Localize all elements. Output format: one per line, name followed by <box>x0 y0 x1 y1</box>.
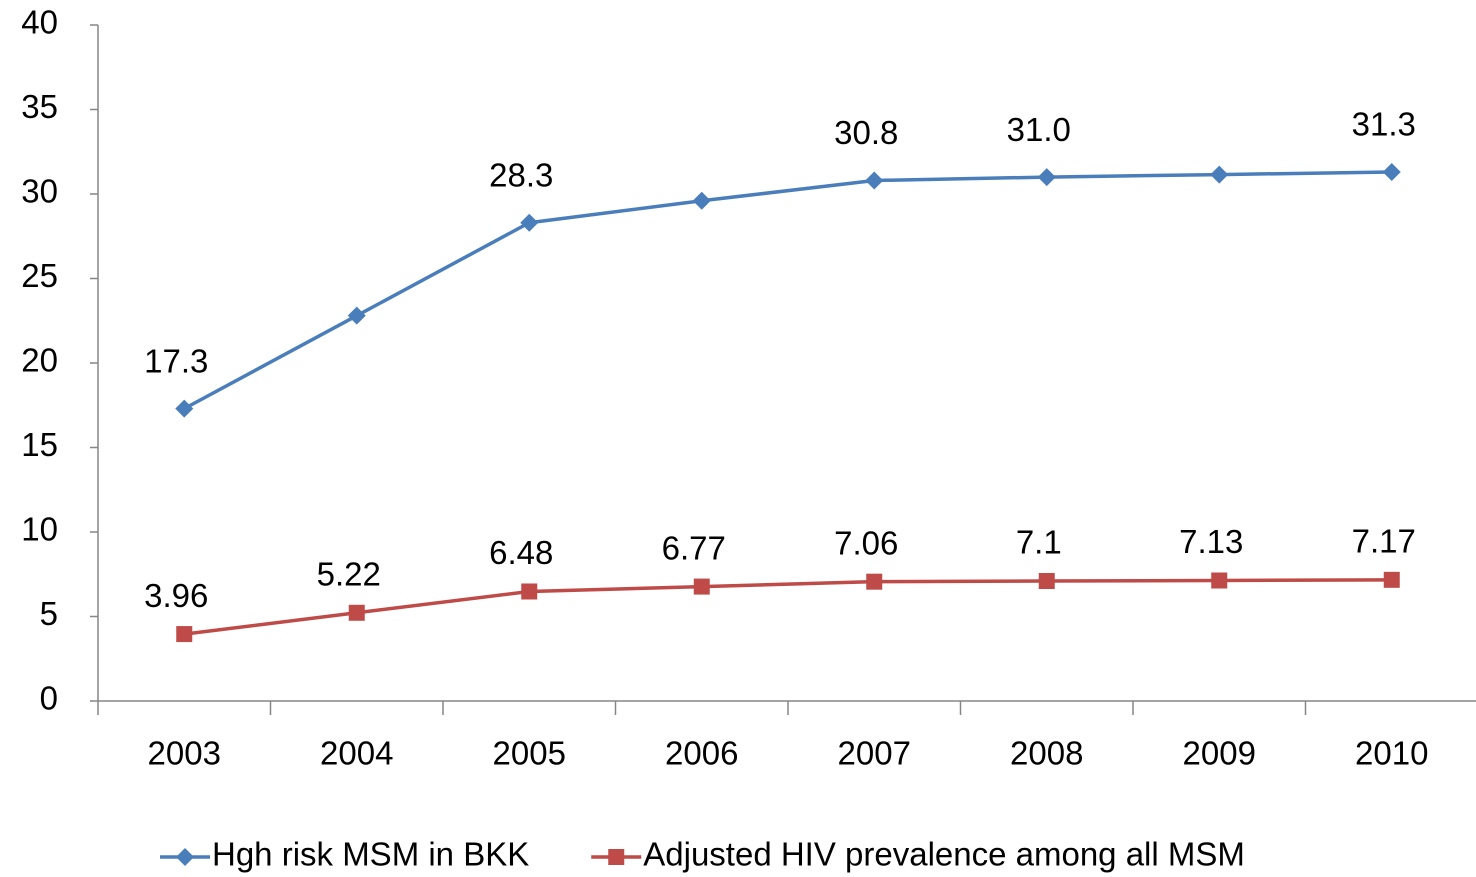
marker <box>520 213 539 232</box>
x-tick-label: 2009 <box>1183 735 1256 772</box>
data-label: 17.3 <box>144 342 208 379</box>
y-tick-label: 20 <box>21 342 58 379</box>
data-label: 6.48 <box>489 534 553 571</box>
data-label: 31.0 <box>1007 111 1071 148</box>
x-tick-label: 2006 <box>665 735 738 772</box>
marker <box>1382 163 1401 182</box>
x-tick-label: 2010 <box>1355 735 1428 772</box>
x-tick-label: 2007 <box>838 735 911 772</box>
data-label: 28.3 <box>489 156 553 193</box>
marker <box>865 171 884 190</box>
y-tick-label: 40 <box>21 4 58 41</box>
marker <box>1211 572 1228 589</box>
y-tick-label: 10 <box>21 511 58 548</box>
marker <box>1210 165 1229 184</box>
marker <box>1038 573 1055 590</box>
x-tick-label: 2003 <box>148 735 221 772</box>
marker <box>176 626 193 643</box>
y-tick-label: 25 <box>21 257 58 294</box>
legend-label: Hgh risk MSM in BKK <box>212 836 529 873</box>
marker <box>175 399 194 418</box>
series-line <box>184 578 1392 636</box>
data-label: 7.13 <box>1179 523 1243 560</box>
y-tick-label: 15 <box>21 426 58 463</box>
x-tick-label: 2004 <box>320 735 393 772</box>
y-tick-label: 0 <box>40 680 58 717</box>
legend-label: Adjusted HIV prevalence among all MSM <box>643 836 1245 873</box>
data-label: 5.22 <box>317 556 381 593</box>
marker <box>693 578 710 595</box>
x-tick-label: 2005 <box>493 735 566 772</box>
marker <box>866 573 883 590</box>
data-label: 6.77 <box>662 529 726 566</box>
x-tick-label: 2008 <box>1010 735 1083 772</box>
data-label: 7.17 <box>1352 523 1416 560</box>
marker <box>1037 168 1056 187</box>
series-line <box>183 170 1392 411</box>
y-tick-label: 30 <box>21 173 58 210</box>
marker <box>176 848 194 866</box>
marker <box>521 583 538 600</box>
y-tick-label: 35 <box>21 88 58 125</box>
marker <box>1383 571 1400 588</box>
data-label: 7.06 <box>834 524 898 561</box>
data-label: 30.8 <box>834 114 898 151</box>
marker <box>608 849 625 865</box>
data-label: 3.96 <box>144 577 208 614</box>
marker <box>348 604 365 621</box>
marker <box>347 306 366 325</box>
data-label: 7.1 <box>1016 524 1062 561</box>
marker <box>692 191 711 210</box>
y-tick-label: 5 <box>40 595 58 632</box>
data-label: 31.3 <box>1352 106 1416 143</box>
